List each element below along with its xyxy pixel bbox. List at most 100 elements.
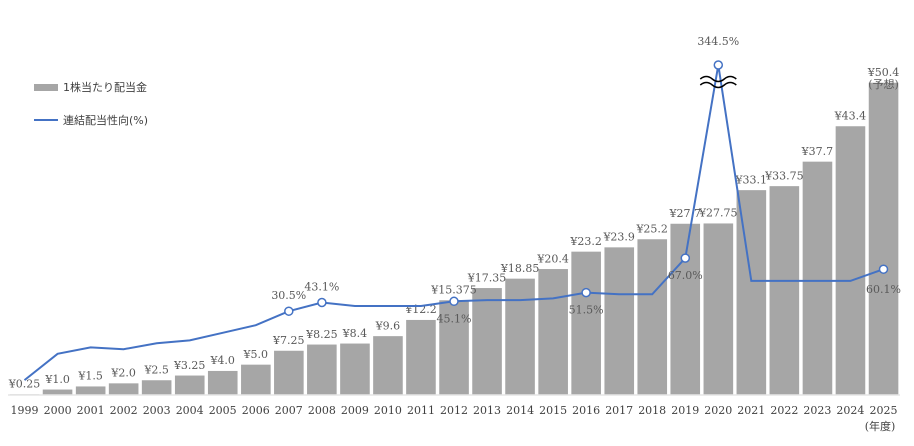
- bar-2023: [801, 160, 834, 396]
- marker-2016: [581, 287, 591, 298]
- bar-label-2014: ¥18.85: [500, 262, 540, 275]
- x-tick-2024: 2024: [836, 404, 864, 417]
- bar-2019: [668, 222, 702, 396]
- bar-2024: [834, 124, 867, 396]
- bar-2013: [470, 286, 504, 396]
- bar-label-2023: ¥37.7: [801, 145, 834, 158]
- x-tick-2023: 2023: [803, 404, 831, 417]
- x-tick-2018: 2018: [638, 404, 666, 417]
- bar-label-2019: ¥27.7: [669, 207, 702, 220]
- legend-label-payout-ratio: 連結配当性向(%): [63, 113, 148, 127]
- bar-label-2010: ¥9.6: [375, 319, 401, 332]
- marker-2020: [713, 60, 724, 70]
- bar-label-2013: ¥17.35: [467, 271, 507, 284]
- x-tick-2000: 2000: [44, 404, 72, 417]
- bar-label-2008: ¥8.25: [305, 328, 338, 341]
- bar-2016: [569, 250, 603, 396]
- bar-2000: [41, 388, 74, 396]
- bar-2012: [437, 298, 471, 396]
- x-tick-2006: 2006: [242, 404, 270, 417]
- bar-label-2022: ¥33.75: [764, 169, 804, 182]
- x-tick-2003: 2003: [143, 404, 171, 417]
- bar-label-2005: ¥4.0: [209, 354, 235, 367]
- x-tick-2022: 2022: [770, 404, 798, 417]
- marker-2019: [680, 253, 691, 263]
- marker-2012: [449, 296, 459, 307]
- bar-2015: [536, 267, 570, 396]
- bar-2014: [503, 277, 537, 396]
- x-tick-2012: 2012: [440, 404, 468, 417]
- bar-label-2018: ¥25.2: [635, 223, 668, 236]
- bar-label-2012: ¥15.375: [430, 284, 477, 297]
- bar-data-labels: ¥0.25 ¥1.0 ¥1.5 ¥2.0 ¥2.5 ¥3.25 ¥4.0 ¥5.0¥7.25 ¥…: [8, 66, 900, 390]
- payout-label-2020: 344.5%: [697, 35, 739, 48]
- bar-2006: [239, 363, 273, 396]
- line-markers: [284, 60, 889, 316]
- axis-break-mark: [699, 75, 737, 89]
- legend: 1株当たり配当金 連結配当性向(%): [34, 80, 148, 127]
- payout-label-2007: 30.5%: [271, 289, 306, 302]
- bar-label-2016: ¥23.2: [569, 235, 602, 248]
- line-data-labels: 30.5%43.1% 45.1% 51.5% 67.0% 344.5% 60.1%: [271, 35, 901, 325]
- bar-2003: [140, 378, 173, 396]
- bar-label-2021: ¥33.1: [735, 173, 768, 186]
- x-tick-1999: 1999: [11, 404, 39, 417]
- x-tick-2004: 2004: [176, 404, 204, 417]
- bar-2011: [404, 318, 438, 396]
- bar-2004: [173, 374, 207, 396]
- legend-swatch-dividend: [34, 84, 58, 91]
- bar-forecast-note: (予想): [868, 77, 899, 91]
- bar-2007: [272, 349, 306, 396]
- bar-2018: [635, 237, 669, 396]
- bar-label-2003: ¥2.5: [143, 364, 169, 377]
- bar-series: [8, 81, 900, 396]
- bar-label-2007: ¥7.25: [272, 334, 305, 347]
- x-tick-2010: 2010: [374, 404, 402, 417]
- bar-2021: [735, 188, 768, 396]
- bar-label-2004: ¥3.25: [173, 359, 206, 372]
- marker-2025: [878, 264, 889, 274]
- x-tick-2014: 2014: [506, 404, 534, 417]
- bar-label-2017: ¥23.9: [602, 231, 635, 244]
- bar-2022: [768, 184, 801, 396]
- payout-label-2012: 45.1%: [437, 312, 472, 325]
- bar-label-2006: ¥5.0: [243, 348, 269, 361]
- bar-2025: [867, 81, 900, 396]
- bar-2008: [305, 343, 339, 396]
- x-tick-2002: 2002: [110, 404, 138, 417]
- payout-label-2016: 51.5%: [569, 304, 604, 317]
- payout-label-2019: 67.0%: [668, 269, 703, 282]
- x-tick-2016: 2016: [572, 404, 600, 417]
- payout-label-2025: 60.1%: [866, 283, 901, 296]
- bar-2020: [702, 221, 735, 396]
- bar-label-2000: ¥1.0: [44, 373, 70, 386]
- bar-label-2025: ¥50.4: [867, 66, 900, 79]
- bar-label-2001: ¥1.5: [77, 370, 103, 383]
- legend-label-dividend: 1株当たり配当金: [63, 80, 147, 94]
- bar-label-2015: ¥20.4: [536, 252, 569, 265]
- bar-2005: [206, 369, 240, 396]
- x-tick-2019: 2019: [671, 404, 699, 417]
- x-tick-2025: 2025: [870, 404, 898, 417]
- x-axis-unit-label: (年度): [865, 419, 896, 433]
- marker-2007: [284, 306, 294, 316]
- x-axis-ticks: 1999 2000 2001 2002 2003 2004 2005 2006 2007 2008…: [11, 404, 898, 417]
- bar-2017: [602, 245, 636, 396]
- bar-2010: [371, 334, 405, 396]
- x-tick-2009: 2009: [341, 404, 369, 417]
- x-tick-2005: 2005: [209, 404, 237, 417]
- bar-2002: [107, 381, 140, 396]
- x-tick-2001: 2001: [77, 404, 105, 417]
- bar-label-2020: ¥27.75: [698, 207, 738, 220]
- bar-label-2024: ¥43.4: [834, 110, 867, 123]
- x-tick-2007: 2007: [275, 404, 303, 417]
- marker-2008: [317, 297, 327, 308]
- payout-label-2008: 43.1%: [304, 281, 339, 294]
- x-tick-2021: 2021: [737, 404, 765, 417]
- x-tick-2011: 2011: [407, 404, 435, 417]
- bar-2001: [74, 384, 107, 396]
- x-tick-2017: 2017: [605, 404, 633, 417]
- bar-label-2002: ¥2.0: [110, 367, 136, 380]
- bar-label-2009: ¥8.4: [342, 327, 368, 340]
